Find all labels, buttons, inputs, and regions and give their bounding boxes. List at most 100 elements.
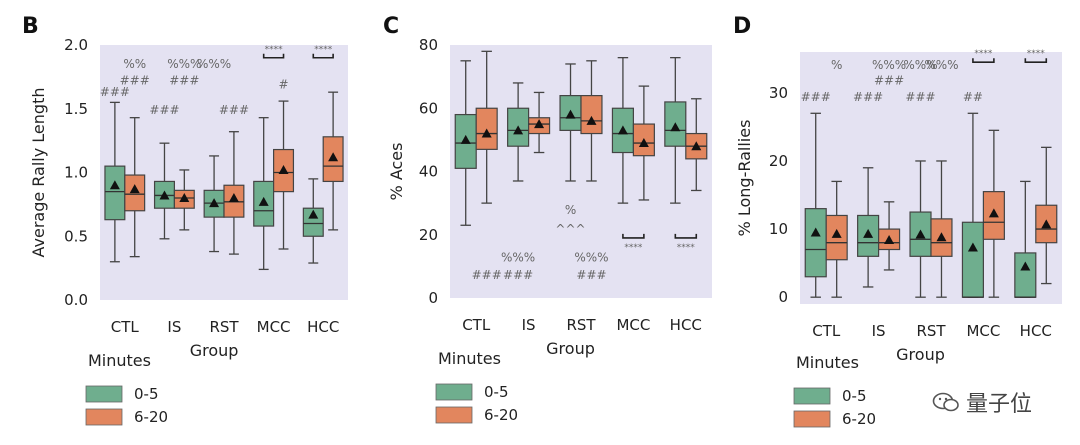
mean-marker bbox=[967, 242, 978, 252]
significance-bracket bbox=[262, 53, 285, 59]
significance-label: ### bbox=[503, 268, 533, 282]
legend-swatch bbox=[85, 408, 123, 426]
box-6-20-IS bbox=[527, 91, 551, 154]
box-body bbox=[804, 208, 827, 278]
significance-label: %%% bbox=[924, 58, 958, 72]
significance-label: ### bbox=[801, 90, 831, 104]
mean-marker bbox=[617, 125, 628, 135]
significance-label: ### bbox=[100, 85, 130, 99]
panel-letter: D bbox=[733, 14, 751, 39]
significance-bracket bbox=[1024, 58, 1048, 64]
legend: Minutes 0-5 6-20 bbox=[793, 353, 876, 428]
mean-marker bbox=[1041, 219, 1052, 229]
mean-marker bbox=[159, 190, 170, 200]
box-0-5-RST bbox=[559, 63, 582, 182]
x-tick-label: HCC bbox=[1020, 322, 1052, 340]
y-tick-label: 60 bbox=[419, 99, 438, 117]
significance-label: ## bbox=[963, 90, 983, 104]
legend: Minutes 0-5 6-20 bbox=[435, 349, 518, 424]
y-tick-label: 1.5 bbox=[64, 100, 88, 118]
y-tick-label: 80 bbox=[419, 36, 438, 54]
mean-marker bbox=[179, 193, 190, 202]
y-tick-label: 20 bbox=[419, 226, 438, 244]
legend-title: Minutes bbox=[438, 349, 501, 368]
mean-marker bbox=[936, 232, 947, 242]
mean-marker bbox=[1020, 261, 1031, 271]
y-tick-label: 2.0 bbox=[64, 36, 88, 54]
box-6-20-IS bbox=[173, 169, 195, 231]
bracket-label: **** bbox=[265, 45, 284, 55]
significance-label: ^^^ bbox=[555, 222, 585, 236]
box-0-5-IS bbox=[857, 167, 880, 288]
mean-marker bbox=[258, 196, 269, 206]
y-tick-label: 1.0 bbox=[64, 164, 88, 182]
y-tick-label: 0.5 bbox=[64, 227, 88, 245]
bracket-label: **** bbox=[314, 45, 333, 55]
box-0-5-CTL bbox=[454, 60, 477, 226]
significance-label: %%% bbox=[903, 58, 937, 72]
significance-label: %%% bbox=[501, 251, 535, 265]
mean-marker bbox=[884, 234, 895, 244]
box-6-20-HCC bbox=[1035, 146, 1058, 285]
panel-B: B 0.0 0.5 1.0 1.5 2.0 Average Rally Length CTL I… bbox=[22, 14, 348, 426]
box-6-20-MCC bbox=[273, 100, 295, 250]
mean-marker bbox=[228, 193, 239, 202]
legend-label: 6-20 bbox=[134, 408, 168, 426]
x-tick-label: RST bbox=[566, 316, 596, 334]
mean-marker bbox=[278, 164, 289, 174]
significance-bracket bbox=[972, 58, 995, 64]
mean-marker bbox=[831, 228, 842, 238]
bracket-label: **** bbox=[1027, 49, 1046, 59]
mean-marker bbox=[586, 115, 597, 125]
x-axis-label: Group bbox=[190, 341, 239, 360]
box-0-5-HCC bbox=[302, 178, 324, 264]
mean-marker bbox=[129, 184, 140, 194]
legend-swatch bbox=[435, 406, 473, 424]
bracket-label: **** bbox=[677, 243, 696, 253]
box-body bbox=[961, 221, 985, 298]
legend-swatch bbox=[435, 383, 473, 401]
y-tick-label: 0 bbox=[428, 289, 438, 307]
significance-bracket bbox=[312, 53, 334, 59]
plot-area bbox=[450, 45, 712, 298]
box-0-5-CTL bbox=[104, 101, 126, 263]
x-tick-label: CTL bbox=[462, 316, 491, 334]
box-body bbox=[580, 94, 603, 135]
box-body bbox=[302, 207, 324, 237]
mean-marker bbox=[513, 125, 524, 135]
mean-marker bbox=[810, 227, 821, 237]
y-tick-label: 0.0 bbox=[64, 291, 88, 309]
legend-swatch bbox=[793, 410, 831, 428]
box-body bbox=[104, 165, 126, 221]
y-tick-label: 0 bbox=[778, 288, 788, 306]
mean-marker bbox=[481, 128, 492, 138]
y-axis-label: % Long-Rallies bbox=[735, 120, 754, 237]
significance-label: ### bbox=[576, 268, 606, 282]
significance-label: # bbox=[278, 77, 288, 91]
box-6-20-HCC bbox=[322, 91, 344, 231]
significance-label: %% bbox=[123, 57, 146, 71]
wechat-icon bbox=[932, 392, 959, 412]
panel-letter: C bbox=[383, 14, 399, 39]
box-6-20-RST bbox=[223, 131, 245, 255]
box-0-5-RST bbox=[203, 155, 225, 253]
significance-label: %%% bbox=[872, 58, 906, 72]
significance-bracket bbox=[622, 233, 645, 239]
y-axis-label: Average Rally Length bbox=[29, 88, 48, 258]
mean-marker bbox=[460, 134, 471, 144]
watermark: 量子位 bbox=[932, 386, 1032, 418]
bracket-label: **** bbox=[974, 49, 993, 59]
legend-label: 6-20 bbox=[484, 406, 518, 424]
y-tick-label: 10 bbox=[769, 220, 788, 238]
significance-label: %%% bbox=[574, 251, 608, 265]
x-tick-label: RST bbox=[916, 322, 946, 340]
y-tick-label: 40 bbox=[419, 163, 438, 181]
significance-label: ### bbox=[472, 268, 502, 282]
significance-label: ### bbox=[853, 90, 883, 104]
mean-marker bbox=[109, 180, 120, 190]
significance-label: %%% bbox=[197, 57, 231, 71]
x-axis-label: Group bbox=[896, 345, 945, 364]
box-6-20-MCC bbox=[632, 85, 655, 201]
x-tick-label: IS bbox=[872, 322, 886, 340]
legend-swatch bbox=[793, 387, 831, 405]
